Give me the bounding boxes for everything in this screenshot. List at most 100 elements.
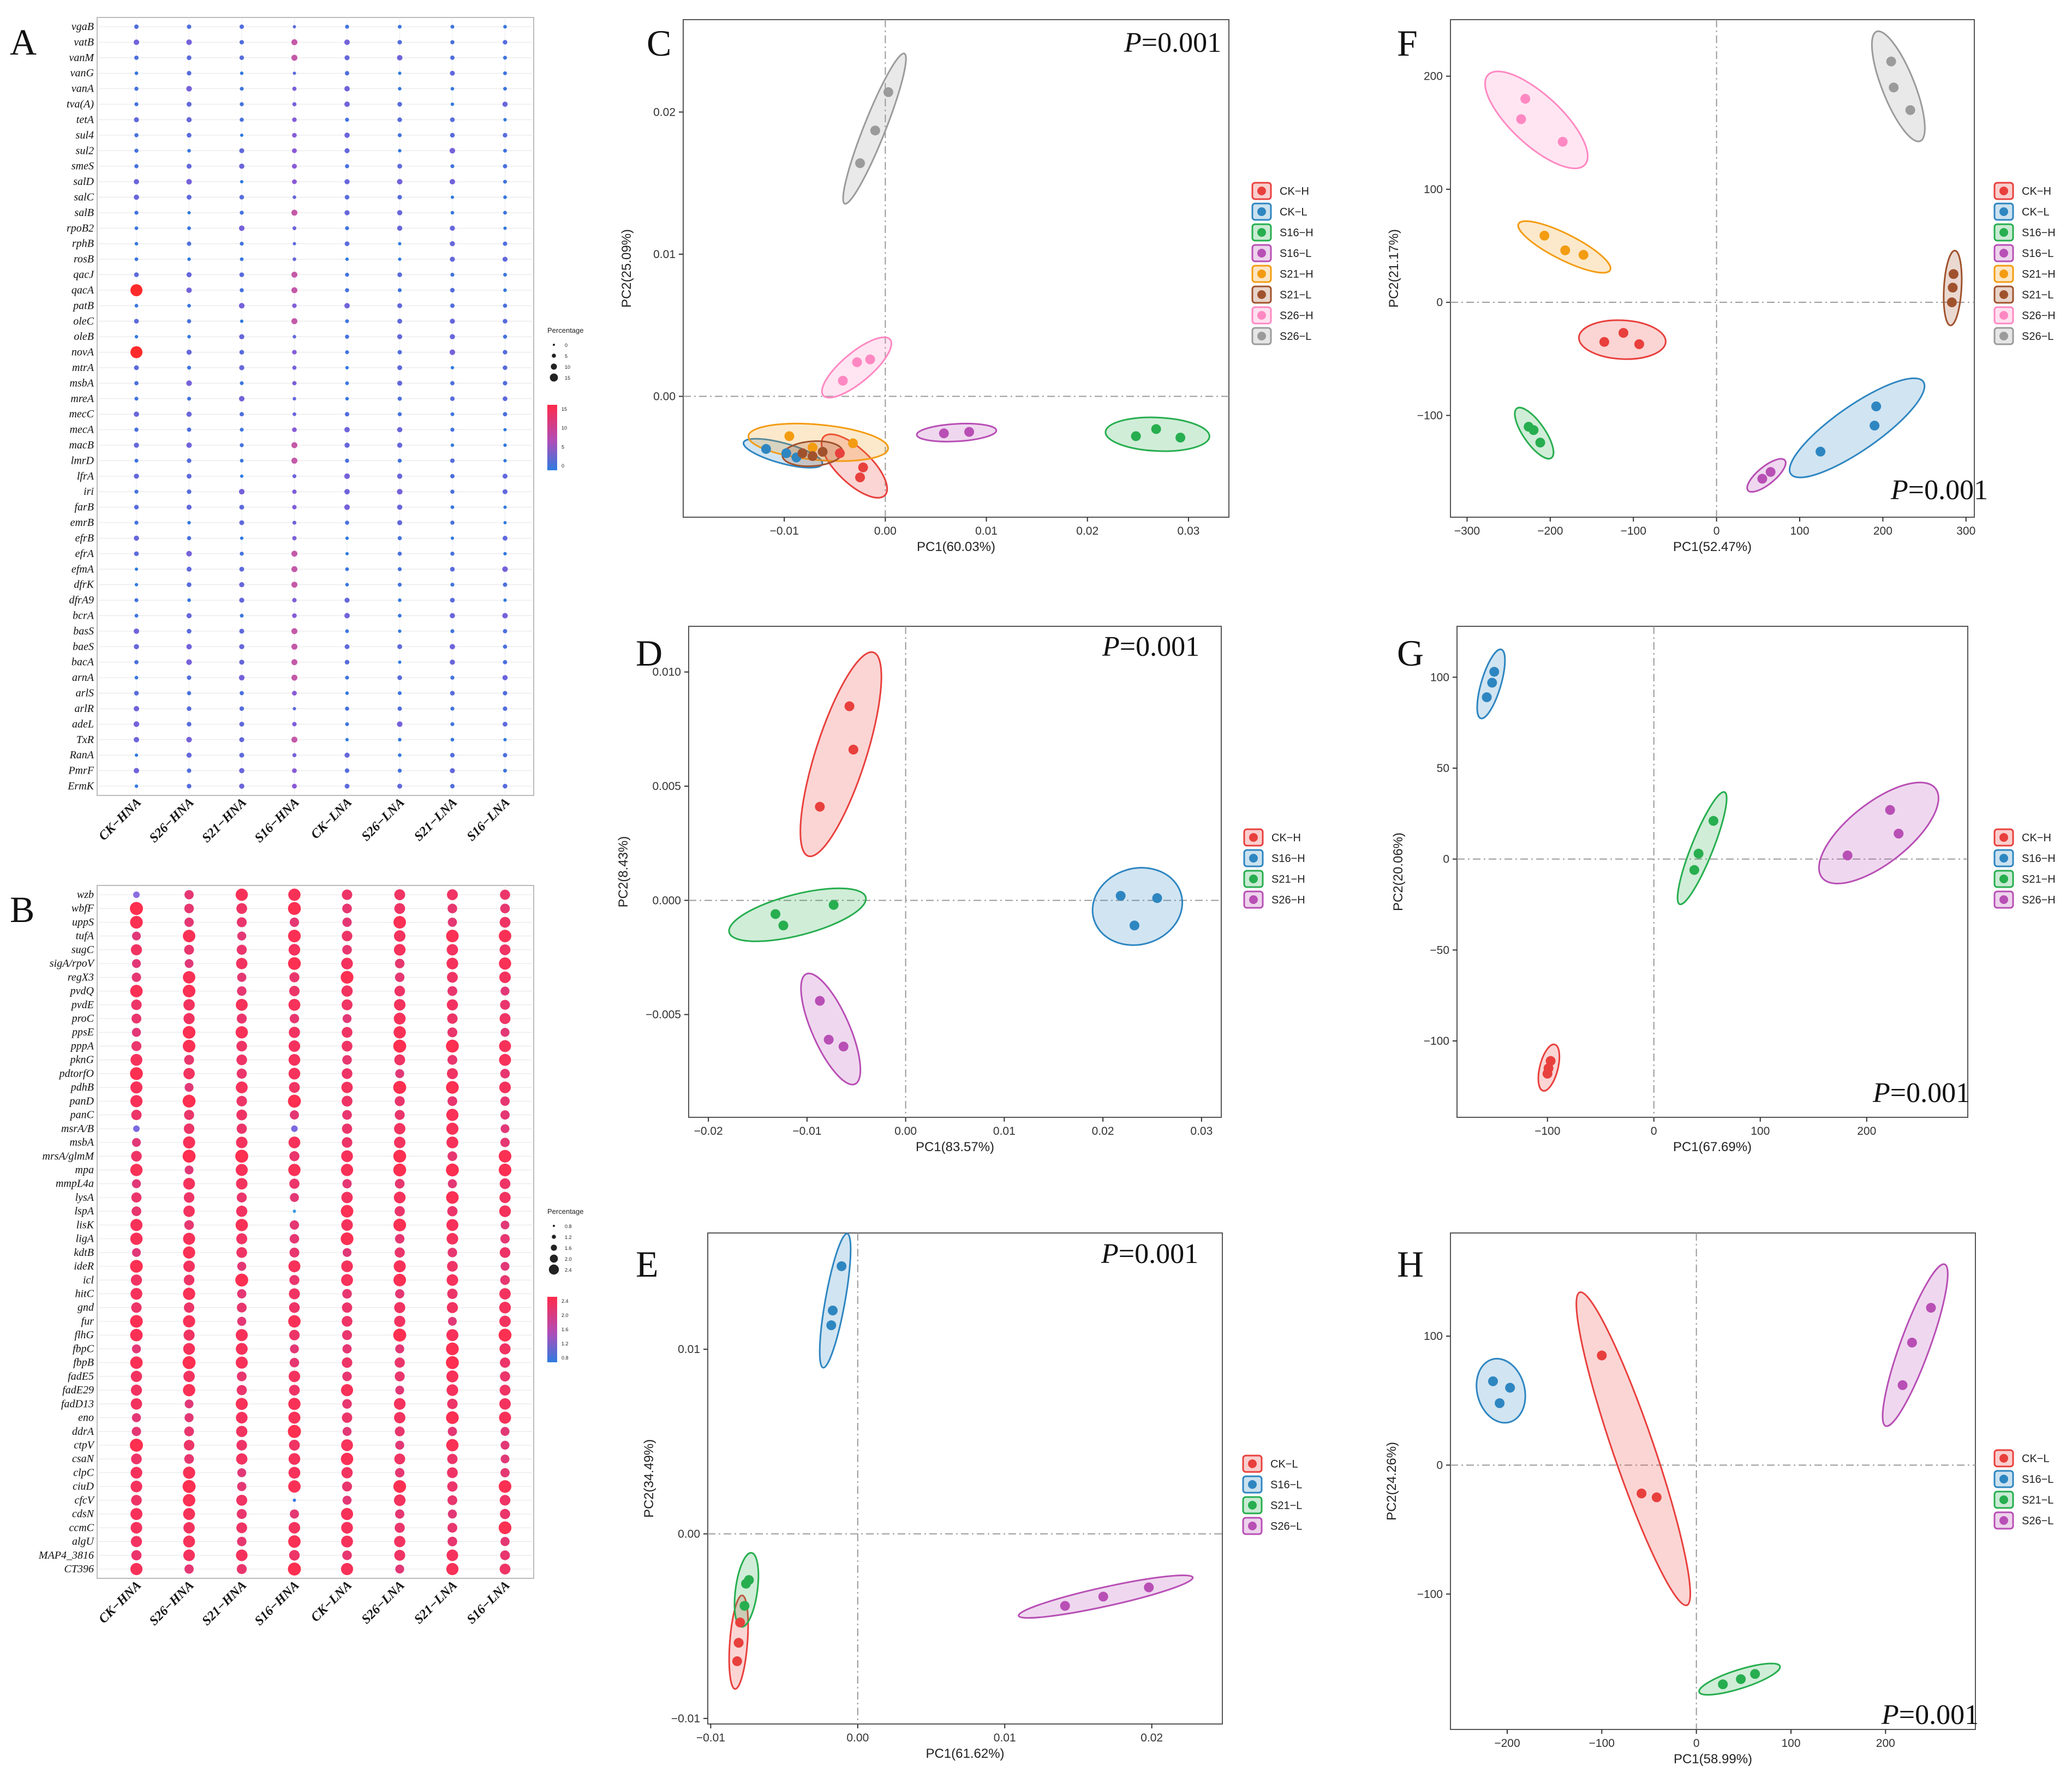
- size-legend-label: 2.0: [565, 1256, 572, 1262]
- sample-label: S16−LNA: [464, 795, 513, 844]
- heatmap-bubble: [344, 195, 350, 200]
- pca-point: [835, 448, 845, 458]
- heatmap-bubble: [235, 1026, 248, 1039]
- heatmap-bubble: [450, 505, 455, 510]
- heatmap-bubble: [446, 930, 459, 943]
- gene-label: clpC: [73, 1466, 94, 1478]
- p-value: P=0.001: [1124, 27, 1221, 58]
- heatmap-bubble: [345, 226, 349, 230]
- heatmap-bubble: [132, 972, 141, 982]
- heatmap-bubble: [342, 1289, 352, 1299]
- heatmap-bubble: [130, 1164, 143, 1176]
- color-legend-label: 0: [562, 463, 564, 469]
- heatmap-bubble: [183, 1370, 195, 1382]
- heatmap-bubble: [395, 1178, 405, 1189]
- heatmap-bubble: [183, 1205, 195, 1217]
- heatmap-bubble: [397, 442, 403, 448]
- legend-label: CK−L: [1280, 206, 1307, 218]
- heatmap-bubble: [239, 660, 244, 665]
- heatmap-bubble: [184, 1220, 194, 1230]
- heatmap-bubble: [397, 396, 402, 401]
- heatmap-bubble: [134, 784, 139, 788]
- heatmap-bubble: [500, 1069, 510, 1079]
- y-tick-label: 200: [1424, 70, 1443, 83]
- gene-label: pvdQ: [69, 985, 94, 997]
- heatmap-bubble: [290, 1193, 299, 1202]
- pca-point: [733, 1638, 744, 1648]
- pca-point: [1115, 890, 1126, 901]
- heatmap-bubble: [446, 1342, 459, 1356]
- p-value: P=0.001: [1102, 631, 1199, 662]
- plot-frame: [707, 1232, 1223, 1725]
- heatmap-bubble: [183, 1522, 195, 1534]
- heatmap-bubble: [236, 1095, 247, 1106]
- heatmap-bubble: [341, 1563, 354, 1576]
- heatmap-bubble: [187, 489, 192, 494]
- heatmap-bubble: [397, 644, 402, 649]
- y-tick-label: 0.01: [678, 1343, 700, 1356]
- heatmap-bubble: [187, 303, 191, 308]
- heatmap-bubble: [292, 613, 297, 618]
- heatmap-bubble: [447, 1316, 457, 1326]
- heatmap-bubble: [397, 412, 402, 416]
- heatmap-bubble: [342, 917, 352, 927]
- heatmap-bubble: [187, 226, 191, 230]
- heatmap-bubble: [398, 71, 402, 75]
- heatmap-bubble: [447, 1013, 458, 1024]
- heatmap-bubble: [130, 1438, 143, 1452]
- gene-label: efrB: [75, 532, 94, 544]
- heatmap-bubble: [288, 1480, 301, 1493]
- heatmap-bubble: [345, 397, 349, 401]
- heatmap-bubble: [447, 1206, 458, 1217]
- color-legend-label: 15: [562, 406, 567, 412]
- pca-point: [828, 900, 839, 910]
- heatmap-bubble: [446, 1068, 458, 1079]
- y-tick-label: 0.000: [652, 894, 681, 907]
- legend-label: CK−L: [2022, 206, 2050, 218]
- heatmap-bubble: [342, 1179, 352, 1189]
- pca-point: [817, 447, 828, 457]
- legend-key-dot: [1999, 875, 2008, 883]
- heatmap-bubble: [503, 148, 507, 153]
- heatmap-bubble: [447, 1536, 457, 1547]
- heatmap-bubble: [288, 1094, 301, 1108]
- heatmap-bubble: [342, 1495, 352, 1505]
- heatmap-bubble: [395, 959, 405, 968]
- heatmap-bubble: [133, 1125, 140, 1132]
- pca-point: [1634, 339, 1644, 349]
- pca-point: [1842, 851, 1853, 860]
- heatmap-bubble: [239, 163, 244, 169]
- heatmap-bubble: [134, 660, 139, 664]
- heatmap-bubble: [186, 550, 192, 556]
- heatmap-bubble: [186, 86, 192, 92]
- heatmap-bubble: [237, 1289, 247, 1298]
- heatmap-bubble: [239, 706, 244, 711]
- heatmap-bubble: [292, 536, 297, 541]
- heatmap-bubble: [132, 959, 141, 968]
- sample-label: CK−LNA: [308, 795, 355, 842]
- gene-label: csaN: [72, 1453, 95, 1465]
- gene-label: uppS: [72, 916, 94, 928]
- heatmap-bubble: [345, 629, 349, 633]
- sample-label: S26−HNA: [147, 1578, 197, 1629]
- heatmap-bubble: [240, 474, 244, 478]
- heatmap-bubble: [393, 930, 406, 942]
- heatmap-bubble: [503, 660, 507, 664]
- heatmap-bubble: [395, 1426, 405, 1436]
- heatmap-bubble: [498, 1150, 512, 1163]
- heatmap-bubble: [182, 1480, 196, 1493]
- heatmap-bubble: [130, 1508, 142, 1520]
- heatmap-bubble: [503, 211, 507, 215]
- heatmap-bubble: [236, 1440, 247, 1451]
- pca-point: [808, 442, 818, 453]
- heatmap-bubble: [450, 644, 455, 650]
- pca-point: [808, 451, 818, 461]
- sample-label: S21−HNA: [199, 795, 249, 846]
- heatmap-bubble: [134, 705, 139, 711]
- heatmap-bubble: [447, 1289, 458, 1299]
- heatmap-bubble: [395, 1096, 405, 1106]
- heatmap-bubble: [341, 957, 353, 969]
- pca-point: [1488, 1376, 1498, 1386]
- heatmap-bubble: [292, 753, 297, 757]
- heatmap-bubble: [450, 40, 455, 45]
